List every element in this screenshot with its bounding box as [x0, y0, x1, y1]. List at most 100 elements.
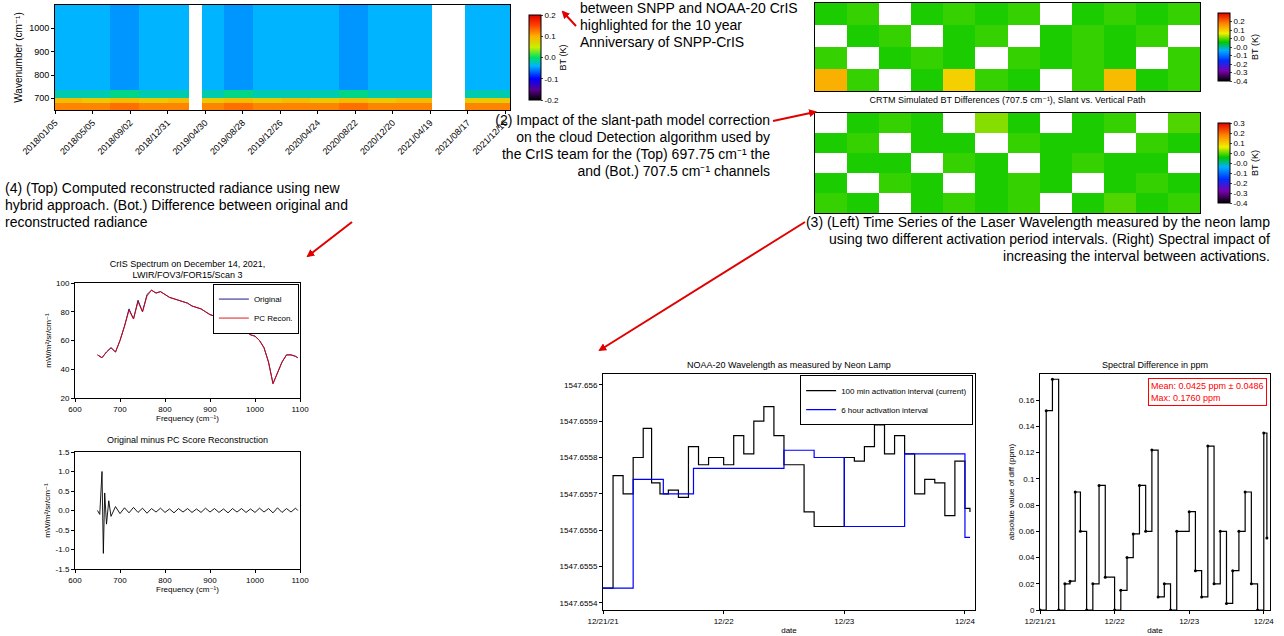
svg-text:-1.0: -1.0 [56, 545, 70, 554]
svg-text:mW/m²/sr/cm⁻¹: mW/m²/sr/cm⁻¹ [43, 483, 52, 538]
svg-text:-0.5: -0.5 [56, 526, 70, 535]
svg-text:-0.1: -0.1 [1234, 169, 1248, 178]
svg-text:Frequency (cm⁻¹): Frequency (cm⁻¹) [156, 585, 219, 594]
svg-text:0.0: 0.0 [1234, 34, 1246, 43]
svg-text:0.1: 0.1 [545, 32, 557, 41]
svg-text:2021/04/19: 2021/04/19 [396, 118, 435, 157]
svg-text:900: 900 [203, 576, 217, 585]
svg-text:2018/12/31: 2018/12/31 [133, 118, 172, 157]
svg-text:date: date [1147, 626, 1163, 635]
svg-text:1547.6558: 1547.6558 [560, 453, 598, 462]
svg-text:0: 0 [1030, 606, 1035, 615]
svg-text:-0.3: -0.3 [1234, 68, 1248, 77]
svg-text:0.2: 0.2 [1234, 17, 1246, 26]
svg-text:1547.6554: 1547.6554 [560, 599, 598, 608]
svg-text:-0.2: -0.2 [1234, 60, 1248, 69]
svg-text:1000: 1000 [246, 576, 264, 585]
svg-text:600: 600 [68, 576, 82, 585]
svg-text:0.1: 0.1 [1234, 139, 1246, 148]
svg-text:Spectral Difference in ppm: Spectral Difference in ppm [1102, 360, 1208, 370]
svg-text:2021/12/15: 2021/12/15 [471, 118, 510, 157]
svg-text:12/22: 12/22 [714, 617, 735, 626]
svg-text:-0.1: -0.1 [1234, 51, 1248, 60]
svg-text:0.16: 0.16 [1019, 396, 1035, 405]
svg-text:12/24: 12/24 [955, 617, 976, 626]
svg-text:12/24: 12/24 [1254, 617, 1275, 626]
svg-text:CrIS Spectrum on December 14,: CrIS Spectrum on December 14, 2021,LWIR/… [110, 259, 266, 281]
svg-text:800: 800 [158, 576, 172, 585]
svg-text:1.0: 1.0 [58, 467, 70, 476]
svg-text:-0.2: -0.2 [545, 96, 559, 105]
svg-text:1547.6557: 1547.6557 [560, 490, 598, 499]
svg-text:2019/12/26: 2019/12/26 [246, 118, 285, 157]
svg-text:Frequency (cm⁻¹): Frequency (cm⁻¹) [156, 414, 219, 423]
svg-text:0.3: 0.3 [1234, 119, 1246, 128]
svg-text:BT (K): BT (K) [558, 45, 568, 71]
svg-text:0.2: 0.2 [1234, 129, 1246, 138]
svg-text:0.04: 0.04 [1019, 553, 1035, 562]
svg-text:1547.6556: 1547.6556 [560, 526, 598, 535]
svg-text:1000: 1000 [246, 405, 264, 414]
svg-text:Mean: 0.0425 ppm ± 0.0486Max:: Mean: 0.0425 ppm ± 0.0486Max: 0.1760 ppm [1151, 381, 1264, 403]
svg-text:80: 80 [60, 308, 69, 317]
svg-text:absolute value of diff (ppm): absolute value of diff (ppm) [1007, 443, 1016, 540]
svg-text:900: 900 [203, 405, 217, 414]
svg-text:60: 60 [60, 336, 69, 345]
svg-text:0.5: 0.5 [58, 487, 70, 496]
svg-text:2020/04/24: 2020/04/24 [283, 118, 322, 157]
svg-text:1100: 1100 [291, 405, 309, 414]
svg-text:0.02: 0.02 [1019, 580, 1035, 589]
svg-text:0.0: 0.0 [1234, 149, 1246, 158]
svg-text:100: 100 [56, 279, 70, 288]
svg-text:0.12: 0.12 [1019, 448, 1035, 457]
svg-text:800: 800 [158, 405, 172, 414]
svg-text:Original: Original [254, 295, 282, 304]
svg-text:0.06: 0.06 [1019, 527, 1035, 536]
svg-text:1000: 1000 [29, 23, 49, 33]
svg-text:mW/m²/sr/cm⁻¹: mW/m²/sr/cm⁻¹ [44, 313, 53, 368]
svg-text:1547.6555: 1547.6555 [560, 562, 598, 571]
svg-text:900: 900 [34, 47, 49, 57]
svg-text:6 hour activation interval: 6 hour activation interval [841, 406, 928, 415]
svg-text:-1.5: -1.5 [56, 565, 70, 574]
svg-text:12/23: 12/23 [1179, 617, 1200, 626]
svg-text:date: date [781, 626, 797, 635]
svg-text:-0.4: -0.4 [1234, 199, 1248, 208]
svg-text:CRTM Simulated BT Differences: CRTM Simulated BT Differences (707.5 cm⁻… [870, 95, 1146, 105]
svg-text:0.0: 0.0 [545, 53, 557, 62]
svg-text:1.5: 1.5 [58, 448, 70, 457]
svg-text:0.1: 0.1 [1234, 26, 1246, 35]
svg-text:2019/04/30: 2019/04/30 [171, 118, 210, 157]
svg-text:1547.656: 1547.656 [564, 381, 598, 390]
svg-text:-0.3: -0.3 [1234, 189, 1248, 198]
svg-text:2020/08/22: 2020/08/22 [321, 118, 360, 157]
svg-text:NOAA-20 Wavelength as measured: NOAA-20 Wavelength as measured by Neon L… [687, 360, 891, 370]
svg-text:700: 700 [113, 405, 127, 414]
svg-text:1100: 1100 [291, 576, 309, 585]
svg-text:100 min activation interval (c: 100 min activation interval (current) [841, 387, 966, 396]
svg-text:2018/09/02: 2018/09/02 [96, 118, 135, 157]
svg-text:-0.1: -0.1 [545, 75, 559, 84]
svg-text:12/22: 12/22 [1105, 617, 1126, 626]
svg-text:Wavenumber (cm⁻¹): Wavenumber (cm⁻¹) [13, 12, 24, 102]
svg-text:2021/08/17: 2021/08/17 [433, 118, 472, 157]
svg-text:1547.6559: 1547.6559 [560, 417, 598, 426]
svg-text:-0.0: -0.0 [1234, 159, 1248, 168]
svg-text:0.1: 0.1 [1023, 475, 1035, 484]
svg-text:2019/08/28: 2019/08/28 [208, 118, 247, 157]
svg-text:PC Recon.: PC Recon. [254, 314, 293, 323]
svg-text:0.0: 0.0 [58, 506, 70, 515]
svg-text:700: 700 [34, 93, 49, 103]
svg-text:BT (K): BT (K) [1250, 150, 1260, 176]
svg-text:BT (K): BT (K) [1250, 34, 1260, 60]
svg-text:800: 800 [34, 70, 49, 80]
svg-text:12/21/21: 12/21/21 [587, 617, 619, 626]
svg-text:0.14: 0.14 [1019, 422, 1035, 431]
svg-text:2018/05/05: 2018/05/05 [58, 118, 97, 157]
svg-text:12/21/21: 12/21/21 [1024, 617, 1056, 626]
svg-text:Original minus PC Score Recons: Original minus PC Score Reconstruction [107, 436, 268, 445]
svg-text:2020/12/20: 2020/12/20 [358, 118, 397, 157]
svg-text:40: 40 [60, 365, 69, 374]
svg-text:600: 600 [68, 405, 82, 414]
svg-text:-0.4: -0.4 [1234, 77, 1248, 86]
